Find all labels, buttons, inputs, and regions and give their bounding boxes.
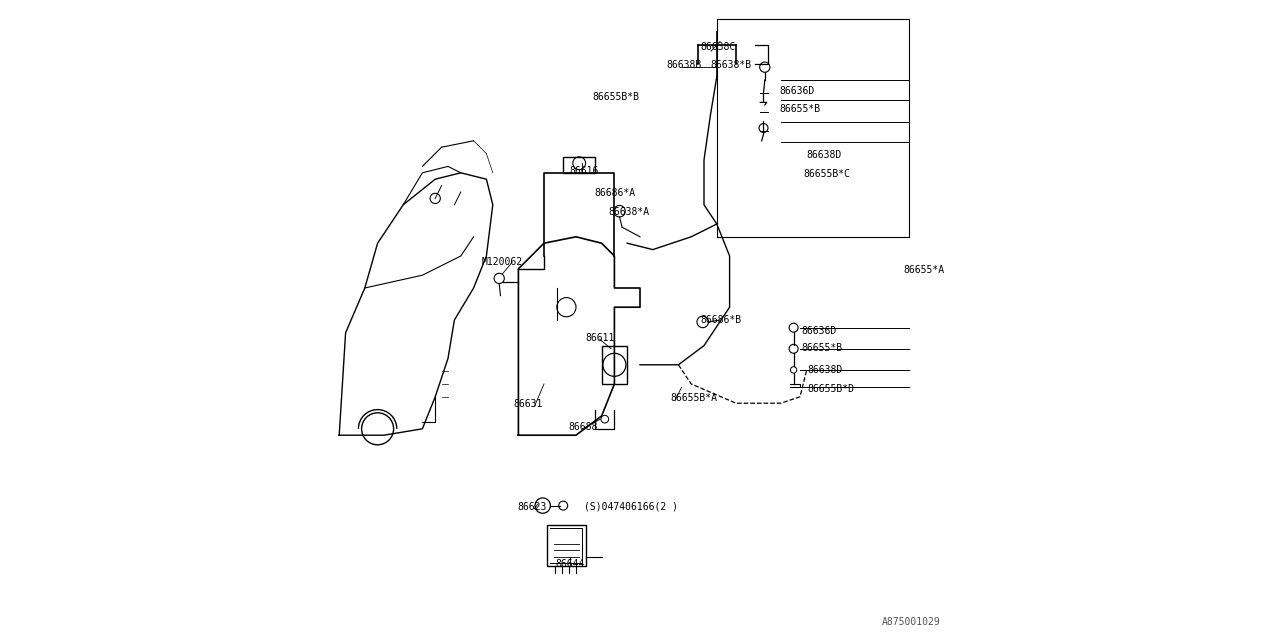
Text: 86638B: 86638B bbox=[667, 60, 701, 70]
Text: 86686*A: 86686*A bbox=[594, 188, 635, 198]
Text: 86636D: 86636D bbox=[801, 326, 837, 336]
Text: (S)047406166(2 ): (S)047406166(2 ) bbox=[584, 502, 678, 512]
Text: 86655*A: 86655*A bbox=[904, 265, 945, 275]
Text: 86623: 86623 bbox=[517, 502, 547, 512]
Text: 86638D: 86638D bbox=[808, 365, 844, 375]
Text: 86688: 86688 bbox=[568, 422, 598, 432]
Text: 86655*B: 86655*B bbox=[780, 104, 820, 114]
FancyBboxPatch shape bbox=[563, 157, 595, 173]
Text: 86638*B: 86638*B bbox=[710, 60, 751, 70]
Text: A875001029: A875001029 bbox=[882, 617, 941, 627]
Text: 86644: 86644 bbox=[556, 559, 585, 570]
FancyBboxPatch shape bbox=[548, 525, 585, 566]
Text: 86638D: 86638D bbox=[806, 150, 842, 160]
Text: 86655B*D: 86655B*D bbox=[808, 384, 855, 394]
Text: 86631: 86631 bbox=[513, 399, 543, 410]
Text: 86655B*B: 86655B*B bbox=[591, 92, 639, 102]
Text: 86638C: 86638C bbox=[701, 42, 736, 52]
Text: 86655B*C: 86655B*C bbox=[804, 169, 850, 179]
FancyBboxPatch shape bbox=[602, 346, 627, 384]
Text: 86655*B: 86655*B bbox=[801, 342, 842, 353]
Text: 86638*A: 86638*A bbox=[608, 207, 649, 218]
Text: 86616: 86616 bbox=[570, 166, 599, 176]
Text: 86611: 86611 bbox=[585, 333, 614, 343]
Text: 86636D: 86636D bbox=[780, 86, 815, 96]
Text: 86655B*A: 86655B*A bbox=[671, 393, 718, 403]
Text: 86686*B: 86686*B bbox=[701, 315, 742, 325]
Text: M120062: M120062 bbox=[483, 257, 524, 268]
